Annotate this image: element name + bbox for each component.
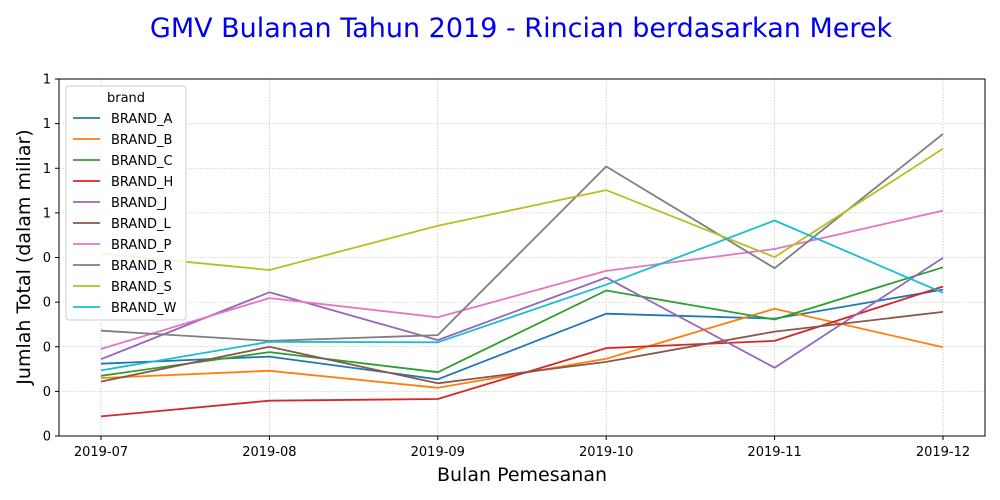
y-tick-label: 1 [43, 206, 51, 221]
y-tick-label: 0 [43, 296, 51, 311]
x-tick-label: 2019-08 [242, 445, 296, 460]
series-line-brand-j [100, 257, 944, 369]
series-line-brand-c [100, 266, 944, 377]
y-tick-label: 0 [43, 251, 51, 266]
y-tick-label: 0 [43, 385, 51, 400]
legend-box [65, 85, 187, 321]
legend-label-brand-w: BRAND_W [111, 301, 177, 316]
y-tick-label: 1 [43, 73, 51, 88]
legend-label-brand-h: BRAND_H [111, 175, 173, 190]
series-line-brand-w [100, 219, 944, 372]
series-line-brand-a [100, 288, 944, 381]
x-tick-label: 2019-12 [916, 445, 970, 460]
y-tick-label: 1 [43, 162, 51, 177]
x-tick-label: 2019-10 [579, 445, 633, 460]
legend-label-brand-a: BRAND_A [111, 112, 173, 127]
legend-label-brand-j: BRAND_J [111, 196, 167, 211]
y-axis-label: Jumlah Total (dalam miliar) [13, 129, 35, 385]
series-line-brand-p [100, 209, 944, 350]
legend-label-brand-b: BRAND_B [111, 133, 172, 148]
x-tick-label: 2019-09 [411, 445, 465, 460]
y-tick-label: 0 [43, 430, 51, 445]
series-line-brand-h [100, 285, 944, 418]
series-line-brand-r [100, 133, 944, 342]
legend-label-brand-c: BRAND_C [111, 154, 173, 169]
x-axis: 2019-07 2019-08 2019-09 2019-10 2019-11 2019-… [74, 436, 970, 460]
y-axis: 0 0 0 0 0 1 1 1 1 [43, 73, 59, 445]
series-line-brand-l [100, 311, 944, 385]
legend-label-brand-r: BRAND_R [111, 259, 173, 274]
y-tick-label: 1 [43, 117, 51, 132]
series-lines [100, 133, 944, 418]
grid [59, 79, 985, 436]
series-line-brand-s [100, 147, 944, 271]
y-tick-label: 0 [43, 340, 51, 355]
legend-label-brand-s: BRAND_S [111, 280, 172, 295]
legend-title: brand [107, 91, 145, 106]
chart-title: GMV Bulanan Tahun 2019 - Rincian berdasa… [150, 13, 893, 44]
x-tick-label: 2019-07 [74, 445, 128, 460]
legend-label-brand-l: BRAND_L [111, 217, 172, 232]
legend: brand BRAND_A BRAND_B BRAND_C BRAND_H BRAND_… [65, 85, 187, 321]
x-axis-label: Bulan Pemesanan [437, 464, 607, 486]
x-tick-label: 2019-11 [747, 445, 801, 460]
legend-label-brand-p: BRAND_P [111, 238, 172, 253]
